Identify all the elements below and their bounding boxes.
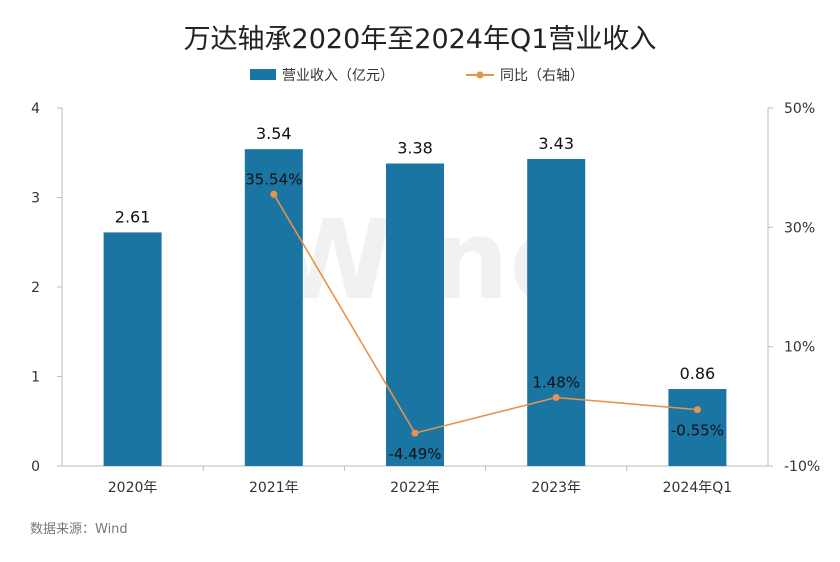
left-tick-label: 3 bbox=[31, 191, 40, 207]
yoy-data-label: -0.55% bbox=[671, 422, 724, 440]
plot-area: 0 1 2 3 4 -10% 10% 30% 50% 2020年 2021年 2022年 2023年 20… bbox=[31, 101, 820, 496]
yoy-point bbox=[411, 429, 419, 437]
left-tick-label: 4 bbox=[31, 101, 40, 117]
bar-data-label: 3.43 bbox=[538, 134, 574, 153]
right-tick-label: 30% bbox=[784, 220, 815, 236]
legend-line-label: 同比（右轴） bbox=[500, 68, 584, 84]
legend-line-marker bbox=[476, 71, 484, 79]
bar bbox=[668, 389, 727, 466]
bar bbox=[244, 149, 303, 467]
yoy-data-label: 35.54% bbox=[245, 170, 302, 188]
bar-data-label: 3.54 bbox=[256, 124, 292, 143]
x-tick-label: 2024年Q1 bbox=[663, 480, 733, 496]
yoy-line bbox=[273, 193, 698, 435]
bar-data-label: 0.86 bbox=[680, 364, 716, 383]
x-tick-label: 2022年 bbox=[390, 480, 440, 496]
bar bbox=[386, 163, 444, 467]
legend-bar-label: 营业收入（亿元） bbox=[282, 68, 394, 84]
x-tick-label: 2020年 bbox=[108, 480, 158, 496]
legend: 营业收入（亿元） 同比（右轴） bbox=[250, 68, 584, 84]
yoy-point bbox=[270, 190, 278, 198]
source-note: 数据来源：Wind bbox=[30, 522, 128, 537]
yoy-data-label: -4.49% bbox=[388, 445, 441, 463]
left-tick-label: 0 bbox=[31, 459, 40, 475]
legend-bar-swatch bbox=[250, 69, 276, 80]
chart-title: 万达轴承2020年至2024年Q1营业收入 bbox=[184, 24, 657, 55]
bar-data-label: 3.38 bbox=[397, 138, 433, 157]
bar-data-label: 2.61 bbox=[115, 207, 151, 226]
left-tick-label: 2 bbox=[31, 280, 40, 296]
bar bbox=[103, 232, 162, 466]
yoy-data-label: 1.48% bbox=[532, 374, 580, 392]
yoy-point bbox=[552, 394, 560, 402]
bar bbox=[527, 159, 586, 466]
x-tick-label: 2023年 bbox=[531, 480, 581, 496]
yoy-point bbox=[693, 406, 701, 414]
x-tick-label: 2021年 bbox=[249, 480, 299, 496]
right-tick-label: -10% bbox=[784, 459, 820, 475]
right-tick-label: 50% bbox=[784, 101, 815, 117]
left-tick-label: 1 bbox=[31, 370, 40, 386]
right-tick-label: 10% bbox=[784, 340, 815, 356]
